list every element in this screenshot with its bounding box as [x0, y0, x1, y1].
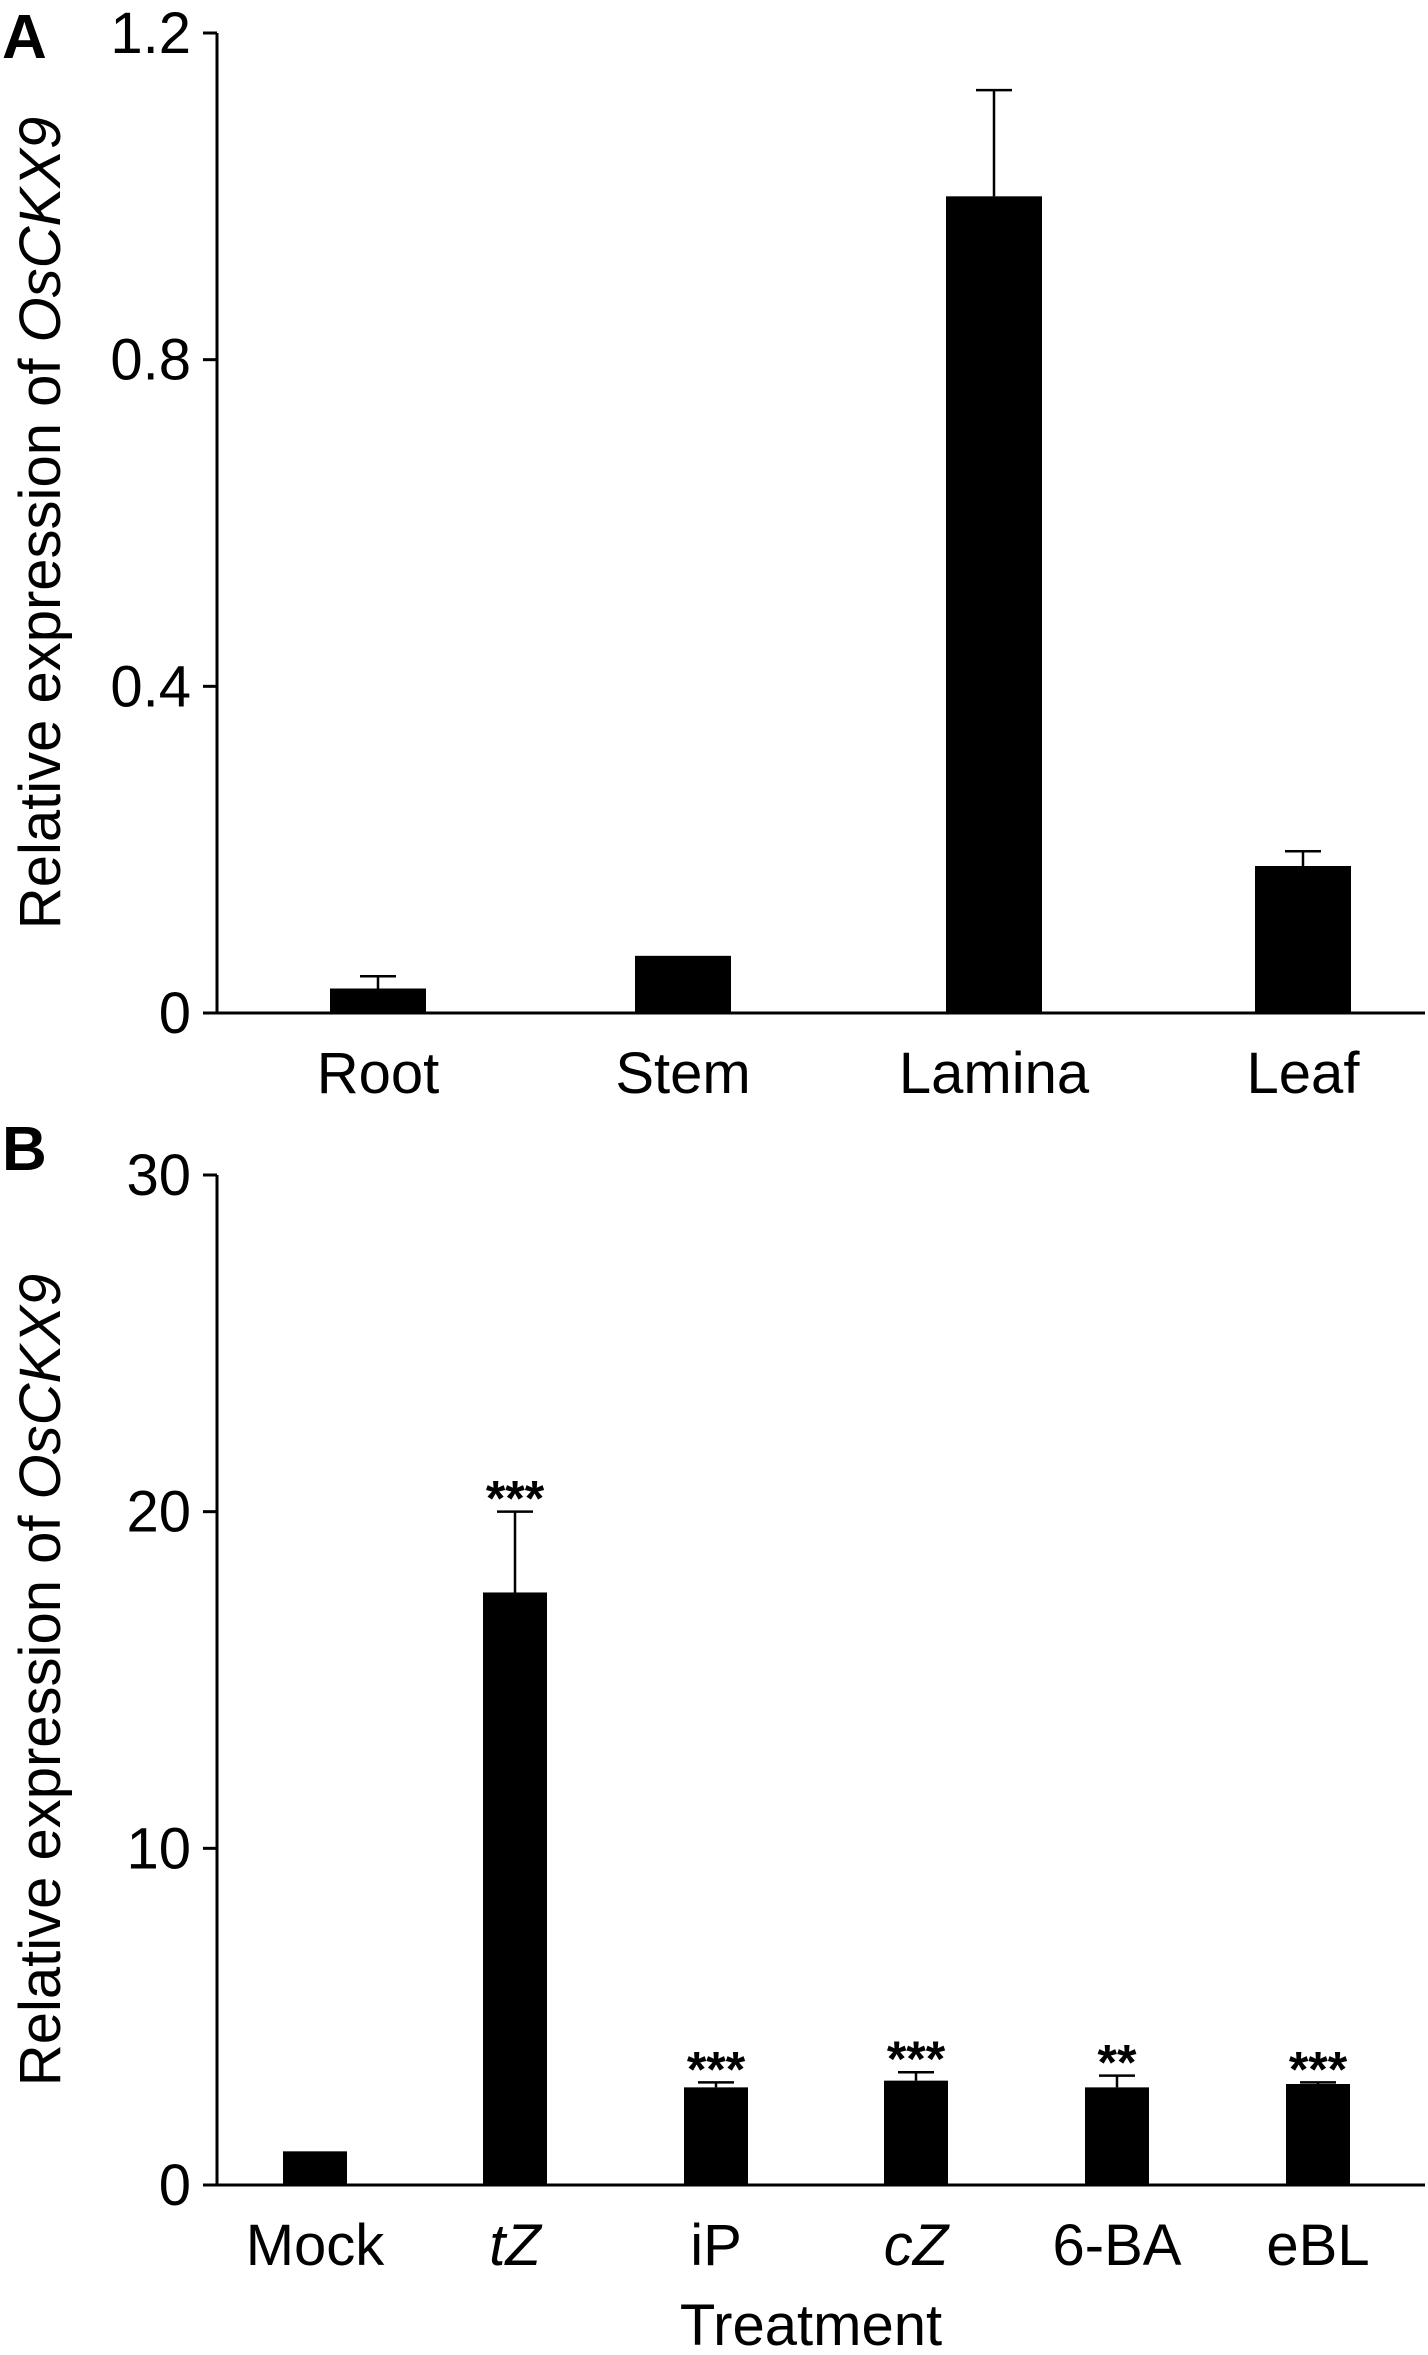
panel-label: A: [2, 3, 47, 72]
x-tick-label: Stem: [615, 1041, 750, 1106]
x-tick-label: tZ: [489, 2213, 543, 2278]
bar-ip: [684, 2087, 748, 2185]
bar-root: [330, 988, 426, 1013]
bar-leaf: [1255, 866, 1351, 1013]
x-tick-label: Leaf: [1247, 1041, 1361, 1106]
y-tick-label: 30: [126, 1143, 191, 1208]
y-axis-label: Relative expression of OsCKX9: [8, 1274, 73, 2086]
bar-mock: [283, 2151, 347, 2185]
y-tick-label: 0: [159, 2153, 191, 2218]
x-tick-label: eBL: [1266, 2213, 1369, 2278]
significance-label: ***: [887, 2031, 946, 2087]
bar-stem: [635, 955, 731, 1013]
y-tick-label: 10: [126, 1816, 191, 1881]
bar-tz: [483, 1592, 547, 2185]
significance-label: **: [1098, 2035, 1137, 2091]
y-tick-label: 0.8: [110, 328, 191, 393]
x-tick-label: iP: [690, 2213, 742, 2278]
bar-6-ba: [1085, 2087, 1149, 2185]
panel-a: A 0 0.4 0.8 1.2 Relative expression of OsCKX9…: [2, 1, 1425, 1106]
y-tick-label: 1.2: [110, 1, 191, 66]
x-tick-label: 6-BA: [1053, 2213, 1182, 2278]
significance-label: ***: [687, 2041, 746, 2097]
significance-label: ***: [486, 1471, 545, 1527]
x-tick-label: Mock: [246, 2213, 386, 2278]
y-tick-label: 0.4: [110, 654, 191, 719]
panel-b: B 0 10 20 30 Relative expression of OsCKX9 Moc…: [2, 1115, 1425, 2355]
x-tick-label: cZ: [884, 2213, 951, 2278]
bar-lamina: [946, 196, 1042, 1014]
bar-cz: [884, 2080, 948, 2185]
y-axis-label: Relative expression of OsCKX9: [8, 117, 73, 929]
x-axis-label: Treatment: [680, 2293, 942, 2355]
bar-ebl: [1286, 2084, 1350, 2185]
significance-label: ***: [1289, 2041, 1348, 2097]
y-tick-label: 0: [159, 981, 191, 1046]
x-tick-label: Root: [317, 1041, 440, 1106]
x-tick-label: Lamina: [899, 1041, 1090, 1106]
panel-label: B: [2, 1115, 47, 1184]
y-tick-label: 20: [126, 1480, 191, 1545]
